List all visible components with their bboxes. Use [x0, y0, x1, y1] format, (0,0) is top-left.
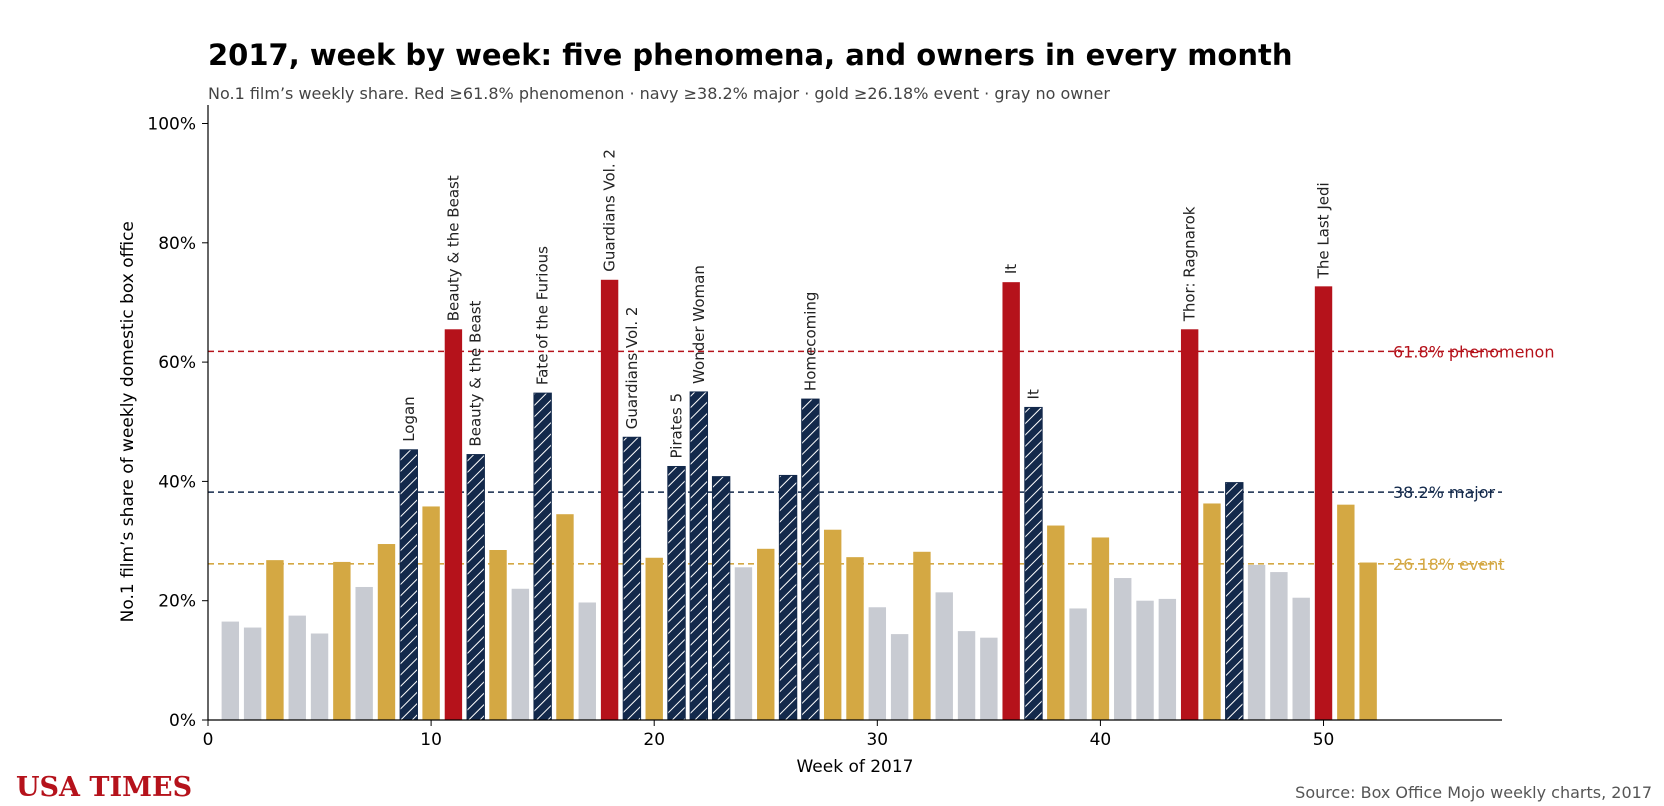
bar-week-23: [711, 476, 731, 721]
bar-week-28: [823, 529, 842, 720]
bar-label-week-50: The Last Jedi: [1315, 182, 1333, 279]
bar-label-week-22: Wonder Woman: [690, 265, 708, 384]
x-tick-label: 0: [203, 730, 214, 750]
bar-week-25: [757, 548, 775, 720]
bars: Logan Beauty & the Beast Beauty & the Beas…: [221, 149, 1377, 721]
bar-week-26: [778, 474, 798, 721]
bar-label-week-12: Beauty & the Beast: [467, 300, 485, 446]
bar-week-10: [422, 506, 440, 720]
chart-title: 2017, week by week: five phenomena, and …: [208, 38, 1293, 72]
bar-week-8: [377, 544, 396, 720]
bar-week-20: [645, 557, 663, 720]
bar-week-51: [1337, 504, 1355, 720]
bar-week-35: [980, 637, 998, 720]
x-tick-label: 30: [866, 730, 888, 750]
y-tick-label: 60%: [158, 353, 196, 373]
bar-week-29: [846, 557, 864, 720]
x-tick-label: 40: [1090, 730, 1112, 750]
bar-label-week-15: Fate of the Furious: [534, 246, 552, 385]
bar-week-2: [243, 627, 262, 720]
bar-week-1: [221, 621, 240, 720]
bar-week-15: [533, 392, 552, 721]
x-axis-label: Week of 2017: [796, 757, 913, 777]
bar-week-18: [600, 279, 619, 720]
bar-week-36: [1002, 282, 1020, 720]
y-tick-label: 20%: [158, 592, 196, 612]
y-axis-label: No.1 film’s share of weekly domestic box…: [118, 221, 138, 622]
bar-label-week-19: Guardians Vol. 2: [623, 307, 641, 430]
bar-week-24: [734, 567, 753, 720]
bar-week-21: [667, 465, 686, 721]
bar-week-16: [556, 514, 574, 720]
axes: 0% 20% 40% 60% 80% 100% 0 10 20 30 40 50 Week of 201…: [118, 105, 1502, 777]
bar-label-week-27: Homecoming: [801, 292, 819, 392]
threshold-label-event: 26.18% event: [1393, 555, 1505, 574]
bar-week-49: [1292, 597, 1310, 720]
bar-label-week-21: Pirates 5: [668, 393, 686, 458]
bar-week-34: [957, 631, 976, 720]
bar-week-45: [1203, 503, 1221, 720]
bar-week-33: [935, 592, 953, 720]
threshold-label-phenomenon: 61.8% phenomenon: [1393, 342, 1554, 361]
bar-week-31: [890, 634, 909, 720]
bar-week-5: [310, 633, 329, 720]
x-tick-label: 50: [1313, 730, 1335, 750]
y-tick-label: 80%: [158, 234, 196, 254]
bar-week-40: [1091, 537, 1110, 720]
source-note: Source: Box Office Mojo weekly charts, 2…: [1295, 783, 1652, 802]
bar-label-week-37: It: [1024, 389, 1042, 399]
bar-week-22: [689, 391, 709, 721]
bar-week-48: [1270, 572, 1288, 720]
bar-week-3: [266, 560, 284, 720]
y-tick-label: 40%: [158, 472, 196, 492]
bar-week-19: [622, 436, 642, 721]
bar-week-43: [1158, 598, 1177, 720]
y-tick-label: 100%: [147, 115, 196, 135]
bar-week-14: [511, 588, 530, 720]
bar-week-30: [868, 607, 887, 720]
bar-week-44: [1180, 329, 1199, 720]
bar-week-13: [489, 549, 507, 720]
bar-week-39: [1069, 608, 1087, 720]
threshold-label-major: 38.2% major: [1393, 483, 1496, 502]
bar-week-9: [399, 449, 418, 721]
bar-label-week-18: Guardians Vol. 2: [601, 149, 619, 272]
bar-week-27: [801, 398, 820, 721]
bar-week-32: [913, 551, 931, 720]
masthead-logo: USA TIMES: [16, 772, 193, 803]
chart-subtitle: No.1 film’s weekly share. Red ≥61.8% phe…: [208, 84, 1110, 103]
bar-label-week-11: Beauty & the Beast: [444, 175, 462, 321]
bar-label-week-36: It: [1002, 264, 1020, 274]
bar-week-47: [1247, 564, 1266, 720]
bar-week-4: [288, 615, 306, 720]
x-tick-label: 20: [643, 730, 665, 750]
bar-week-11: [444, 329, 463, 720]
bar-week-38: [1047, 525, 1065, 720]
bar-week-41: [1114, 578, 1132, 720]
bar-week-17: [578, 602, 596, 720]
bar-label-week-9: Logan: [400, 396, 418, 442]
bar-week-52: [1359, 562, 1377, 720]
y-tick-label: 0%: [169, 711, 196, 731]
bar-week-50: [1314, 286, 1333, 720]
bar-week-42: [1136, 600, 1154, 720]
bar-week-7: [355, 586, 373, 720]
bar-week-37: [1024, 406, 1043, 721]
bar-week-6: [333, 561, 351, 720]
bar-week-46: [1225, 482, 1244, 721]
bar-label-week-44: Thor: Ragnarok: [1181, 206, 1199, 322]
x-tick-label: 10: [420, 730, 442, 750]
bar-week-12: [466, 454, 485, 721]
